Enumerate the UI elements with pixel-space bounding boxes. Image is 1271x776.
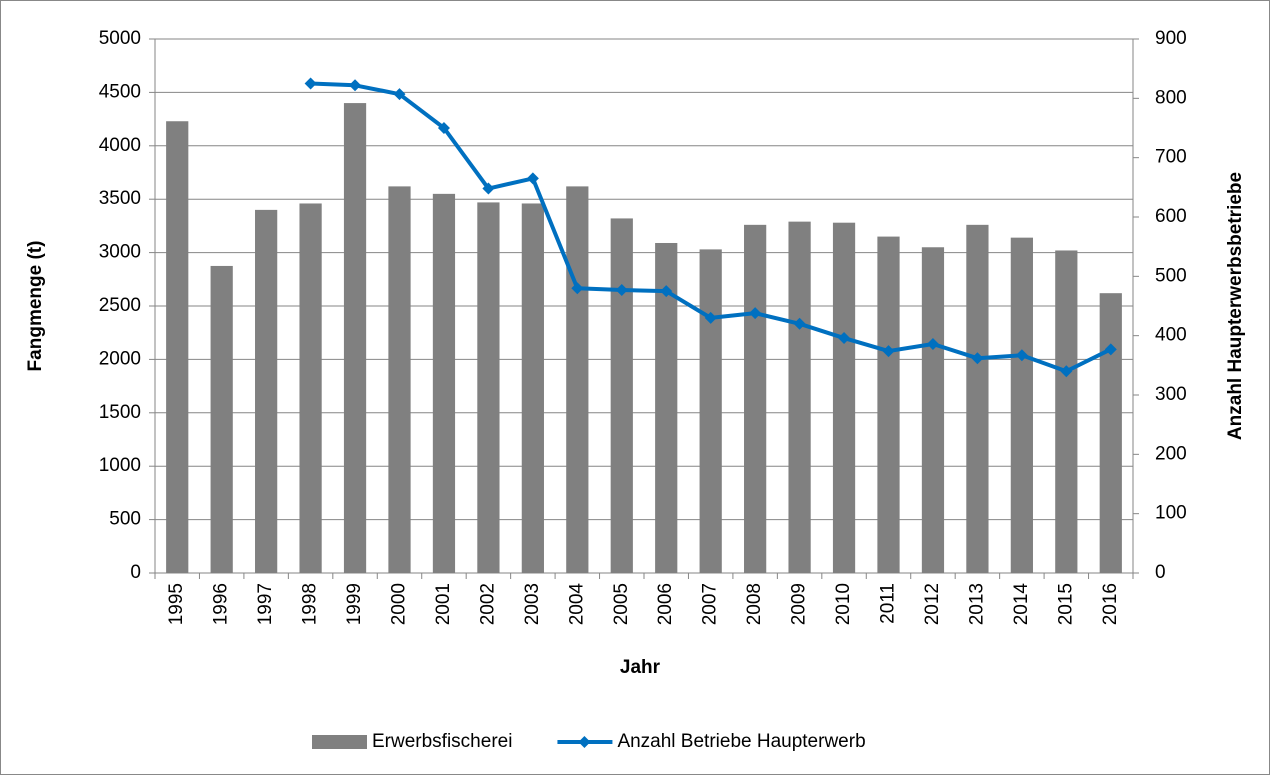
line-marker: [1060, 365, 1073, 378]
bar: [477, 202, 500, 574]
bar: [655, 242, 678, 573]
y2-axis-title: Anzahl Haupterwerbsbetriebe: [1225, 172, 1246, 440]
y-tick-label: 1000: [99, 455, 141, 476]
bar: [1055, 250, 1078, 574]
bar: [255, 209, 278, 573]
bar: [566, 186, 589, 573]
y2-tick-label: 400: [1155, 325, 1187, 346]
x-tick-label: 2003: [522, 583, 543, 625]
bar: [877, 236, 900, 573]
bar: [1010, 237, 1033, 573]
y2-tick-label: 600: [1155, 206, 1187, 227]
line-marker: [437, 122, 450, 134]
x-tick-label: 1997: [255, 583, 276, 625]
bar: [921, 247, 945, 573]
line-marker: [393, 88, 406, 101]
bar: [966, 224, 989, 573]
y2-tick-label: 500: [1155, 265, 1187, 286]
x-tick-label: 2004: [566, 583, 587, 626]
x-tick-label: 2010: [833, 583, 854, 625]
x-axis-title: Jahr: [620, 657, 661, 678]
y-tick-label: 5000: [99, 28, 141, 49]
y-tick-label: 500: [109, 509, 141, 530]
bar: [388, 186, 411, 573]
line-marker: [793, 317, 806, 330]
y2-tick-label: 700: [1155, 147, 1187, 168]
line-marker: [838, 332, 851, 345]
bar: [299, 203, 322, 574]
y-tick-label: 0: [130, 562, 141, 583]
legend-label: Anzahl Betriebe Haupterwerb: [617, 731, 865, 752]
x-tick-label: 1996: [211, 583, 232, 625]
bar: [166, 121, 189, 574]
line-marker: [304, 77, 317, 90]
x-tick-label: 2005: [611, 583, 632, 625]
legend-marker: [578, 736, 591, 748]
line-marker: [704, 311, 717, 324]
bar: [1099, 293, 1122, 573]
line-marker: [1015, 349, 1028, 362]
line-marker: [660, 285, 673, 298]
line-marker: [971, 352, 984, 365]
y-tick-label: 4500: [99, 81, 141, 102]
line-marker: [882, 345, 895, 358]
bar: [832, 222, 856, 574]
line-marker: [349, 79, 362, 92]
x-tick-label: 2009: [789, 583, 810, 625]
y-tick-label: 2000: [99, 348, 141, 369]
x-tick-label: 2000: [389, 583, 410, 625]
x-tick-label: 2015: [1055, 583, 1076, 625]
x-tick-label: 2013: [966, 583, 987, 625]
y-tick-label: 3000: [99, 242, 141, 263]
x-tick-label: 2007: [700, 583, 721, 625]
line-marker: [571, 282, 584, 295]
x-tick-label: 2014: [1011, 583, 1032, 626]
x-tick-label: 2008: [744, 583, 765, 625]
line-marker: [1104, 343, 1117, 356]
y-tick-label: 4000: [99, 135, 141, 156]
bar: [788, 221, 811, 574]
y-tick-label: 2500: [99, 295, 141, 316]
y2-tick-label: 200: [1155, 443, 1187, 464]
y2-tick-label: 300: [1155, 384, 1187, 405]
y-tick-label: 3500: [99, 188, 141, 209]
bar: [210, 265, 233, 573]
x-tick-label: 2006: [655, 583, 676, 625]
y2-tick-label: 100: [1155, 503, 1187, 524]
line-marker: [615, 283, 628, 296]
bar: [610, 218, 633, 573]
x-tick-label: 1995: [166, 583, 187, 625]
bar: [343, 103, 367, 573]
y2-tick-label: 900: [1155, 28, 1187, 49]
x-tick-label: 2011: [878, 583, 899, 624]
bar: [699, 249, 722, 573]
x-tick-label: 2001: [433, 583, 454, 625]
line-marker: [526, 172, 539, 185]
x-tick-label: 1999: [344, 583, 365, 625]
bar: [521, 203, 544, 574]
x-tick-label: 2016: [1100, 583, 1121, 625]
legend-swatch: [312, 735, 367, 749]
y-tick-label: 1500: [99, 402, 141, 423]
line-marker: [749, 307, 762, 320]
y-axis-title: Fangmenge (t): [25, 241, 46, 372]
line-marker: [482, 182, 495, 195]
bar: [432, 193, 456, 574]
bar: [744, 224, 767, 573]
x-tick-label: 2012: [922, 583, 943, 625]
line-marker: [926, 337, 939, 350]
legend-label: Erwerbsfischerei: [372, 731, 512, 752]
y2-tick-label: 0: [1155, 562, 1166, 583]
y2-tick-label: 800: [1155, 87, 1187, 108]
x-tick-label: 2002: [477, 583, 498, 625]
x-tick-label: 1998: [300, 583, 321, 625]
